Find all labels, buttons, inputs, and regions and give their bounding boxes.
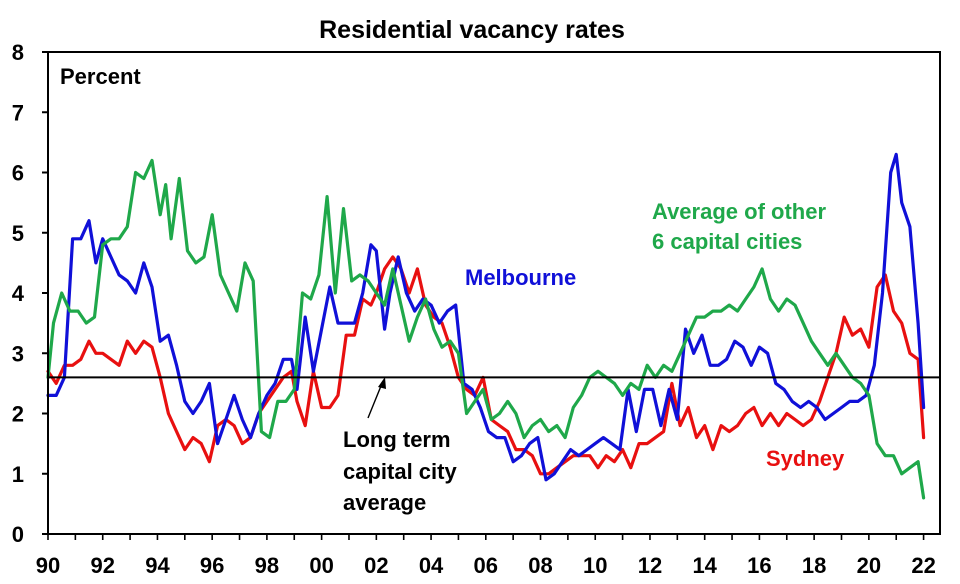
other-cities-label-line-2: 6 capital cities xyxy=(652,229,802,254)
plot-frame xyxy=(47,51,941,535)
x-tick-label: 20 xyxy=(857,553,881,578)
other-cities-label-line-1: Average of other xyxy=(652,199,826,224)
x-tick-label: 16 xyxy=(747,553,771,578)
y-tick-label: 2 xyxy=(12,402,24,427)
y-axis-label: Percent xyxy=(60,64,141,89)
ref-label-line-1: Long term xyxy=(343,427,451,452)
x-tick-label: 14 xyxy=(692,553,717,578)
y-tick-label: 8 xyxy=(12,40,24,65)
ref-label-line-2: capital city xyxy=(343,459,457,484)
x-tick-label: 96 xyxy=(200,553,224,578)
series-line-other-capitals xyxy=(46,158,926,500)
melbourne-series-label: Melbourne xyxy=(465,265,576,290)
y-tick-label: 5 xyxy=(12,221,24,246)
x-tick-label: 22 xyxy=(911,553,935,578)
y-axis-ticks: 0 1 2 3 4 5 6 7 8 xyxy=(12,40,48,547)
y-tick-label: 3 xyxy=(12,341,24,366)
x-tick-label: 06 xyxy=(474,553,498,578)
x-tick-label: 00 xyxy=(309,553,333,578)
annotation-arrowhead xyxy=(378,377,386,389)
y-tick-label: 1 xyxy=(12,462,24,487)
ref-label-line-3: average xyxy=(343,490,426,515)
x-tick-label: 18 xyxy=(802,553,826,578)
y-tick-label: 0 xyxy=(12,522,24,547)
x-tick-label: 92 xyxy=(90,553,114,578)
x-tick-label: 90 xyxy=(36,553,60,578)
chart-title: Residential vacancy rates xyxy=(319,16,625,44)
x-tick-label: 08 xyxy=(528,553,552,578)
y-tick-label: 6 xyxy=(12,161,24,186)
x-tick-label: 02 xyxy=(364,553,388,578)
y-tick-label: 7 xyxy=(12,100,24,125)
x-tick-label: 04 xyxy=(419,553,444,578)
x-tick-label: 94 xyxy=(145,553,170,578)
x-axis-ticks: 90 92 94 96 98 00 02 04 06 08 10 12 14 16 18 20 22 xyxy=(36,534,936,578)
x-tick-label: 12 xyxy=(638,553,662,578)
x-tick-label: 98 xyxy=(255,553,279,578)
y-tick-label: 4 xyxy=(12,281,25,306)
long-term-average-annotation: Long term capital city average xyxy=(343,377,457,515)
series-line-melbourne xyxy=(46,152,926,482)
x-tick-label: 10 xyxy=(583,553,607,578)
sydney-series-label: Sydney xyxy=(766,446,845,471)
